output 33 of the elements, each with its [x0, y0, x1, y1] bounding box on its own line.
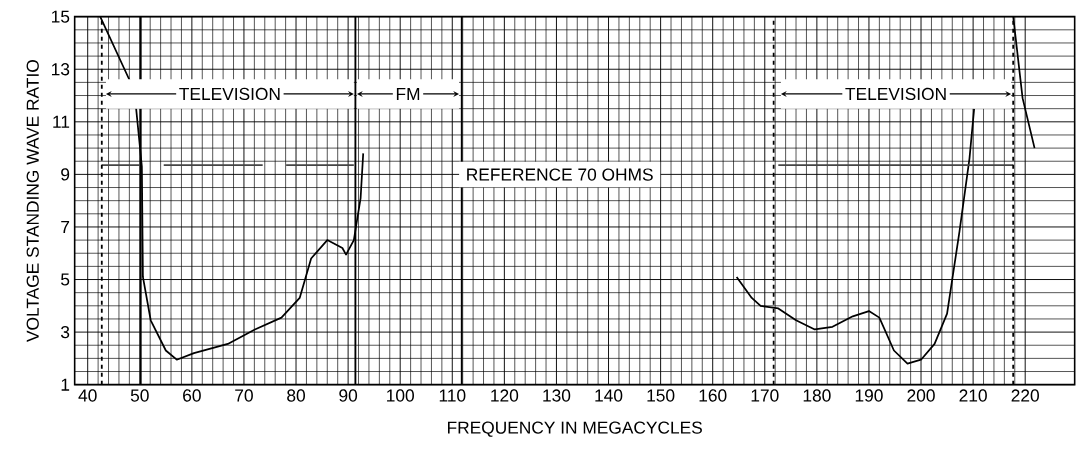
x-tick-label: 80 — [287, 389, 305, 402]
x-tick-label: 170 — [751, 389, 779, 402]
y-tick-label: 7 — [61, 221, 70, 233]
band-label: FM — [396, 88, 420, 100]
x-tick-label: 150 — [647, 389, 675, 402]
y-tick-label: 9 — [61, 168, 70, 181]
y-tick-label: 5 — [61, 273, 70, 286]
x-tick-label: 180 — [803, 389, 831, 402]
y-tick-label: 11 — [53, 115, 70, 128]
x-tick-label: 60 — [183, 389, 201, 402]
x-tick-label: 220 — [1011, 389, 1039, 402]
x-tick-label: 90 — [339, 389, 358, 402]
y-tick-label: 13 — [52, 63, 70, 76]
y-axis-title: VOLTAGE STANDING WAVE RATIO — [26, 60, 39, 342]
x-tick-label: 110 — [439, 389, 466, 402]
annotation: REFERENCE 70 OHMS — [467, 168, 653, 181]
x-tick-label: 140 — [595, 389, 623, 402]
y-tick-label: 1 — [61, 378, 70, 391]
x-tick-label: 120 — [491, 389, 519, 402]
x-tick-label: 190 — [855, 389, 883, 402]
y-tick-label: 3 — [60, 325, 70, 339]
x-axis-title: FREQUENCY IN MEGACYCLES — [448, 421, 702, 437]
x-tick-label: 200 — [907, 389, 935, 402]
x-tick-label: 100 — [387, 389, 414, 402]
x-tick-label: 210 — [959, 389, 987, 402]
x-tick-label: 40 — [78, 389, 97, 402]
x-tick-label: 130 — [543, 389, 571, 402]
band-label: TELEVISION — [845, 87, 946, 101]
x-tick-label: 70 — [235, 389, 253, 402]
x-tick-label: 50 — [130, 389, 149, 402]
y-tick-label: 15 — [52, 10, 70, 23]
x-tick-label: 160 — [699, 389, 727, 402]
band-label: TELEVISION — [179, 87, 280, 101]
